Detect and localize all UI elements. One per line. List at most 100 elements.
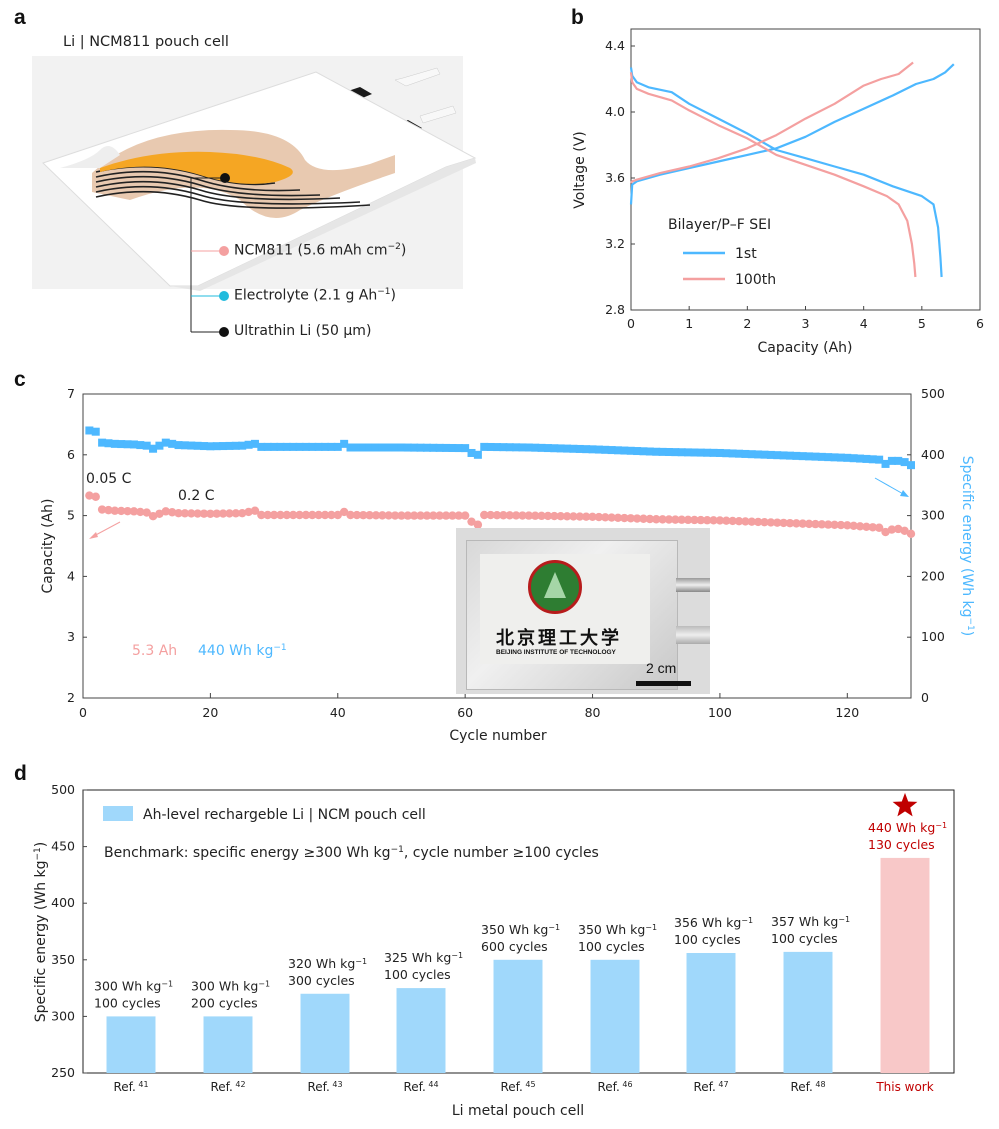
y-axis-ticks-d: 250 300 350 400 450 500 (51, 782, 87, 1080)
capacity-point (785, 518, 795, 528)
y2-axis-ticks-c: 0 100 200 300 400 500 (907, 386, 945, 705)
energy-point (493, 443, 501, 452)
pouch-cell-illustration (32, 56, 477, 337)
capacity-point (817, 520, 827, 529)
capacity-point (556, 512, 565, 521)
energy-point (575, 444, 584, 453)
bar-value-label: 350 Wh kg−1 (578, 922, 657, 937)
x-tick-label-b: 4 (860, 316, 868, 331)
bar-value-label: 356 Wh kg−1 (674, 915, 753, 930)
energy-point (887, 456, 896, 465)
capacity-point (492, 510, 502, 520)
capacity-point (900, 526, 909, 535)
energy-point (219, 442, 228, 451)
energy-point (270, 442, 279, 451)
energy-point (614, 446, 623, 455)
capacity-point (390, 511, 400, 520)
energy-point (645, 447, 654, 456)
capacity-point (664, 515, 674, 524)
energy-point (537, 443, 546, 452)
energy-point (295, 442, 304, 451)
energy-point (785, 451, 794, 460)
capacity-point (244, 507, 253, 517)
energy-point (588, 445, 597, 454)
capacity-point (849, 521, 858, 531)
energy-point (824, 453, 833, 462)
y-tick-label-c: 7 (67, 386, 75, 401)
callout-tail: ) (400, 242, 407, 259)
energy-point (276, 442, 285, 451)
x-axis-labels-d: Ref. 41 Ref. 42 Ref. 43 Ref. 44 Ref. 45 Ref. … (113, 1080, 933, 1095)
energy-point (98, 438, 107, 447)
capacity-point (550, 511, 559, 521)
bar-value-label: 440 Wh kg−1 (868, 820, 947, 835)
capacity-point (117, 506, 126, 516)
energy-point (633, 447, 642, 456)
legend-swatch-d (103, 806, 133, 821)
energy-point (550, 444, 559, 453)
capacity-point (855, 522, 865, 531)
bar-cycles-label: 100 cycles (578, 939, 645, 954)
y2-tick-label-c: 100 (921, 629, 945, 644)
annotation-02c: 0.2 C (178, 488, 215, 504)
capacity-point (747, 517, 756, 526)
capacity-point (511, 511, 521, 520)
energy-point (703, 448, 712, 457)
bar-cycles-label: 100 cycles (94, 995, 161, 1010)
capacity-point (906, 529, 916, 539)
capacity-point (308, 510, 317, 520)
capacity-point (225, 509, 234, 518)
energy-point (556, 444, 565, 453)
pouch-edge (170, 158, 476, 291)
capacity-point (155, 509, 164, 518)
energy-point (480, 442, 489, 451)
panel-a: Li | NCM811 pouch cell (0, 0, 560, 360)
y-tick-label-b: 2.8 (605, 302, 625, 317)
energy-point (250, 439, 259, 448)
energy-point (569, 444, 578, 453)
capacity-point (658, 515, 667, 524)
x-category-label: Ref. 46 (597, 1080, 632, 1095)
capacity-point (359, 510, 368, 520)
y-tick-label-c: 2 (67, 690, 75, 705)
capacity-point (843, 521, 852, 530)
scale-bar (636, 681, 691, 686)
y-axis-title-c: Capacity (Ah) (40, 498, 56, 593)
energy-point (875, 455, 884, 464)
y2-tick-label-c: 500 (921, 386, 945, 401)
callout-dot-li (219, 327, 229, 337)
capacity-point (187, 509, 196, 518)
capacity-point (645, 514, 655, 524)
energy-point (830, 453, 839, 462)
energy-point (754, 450, 763, 459)
energy-point (416, 443, 425, 452)
x-tick-label-c: 120 (835, 705, 859, 720)
panel-letter-c: c (14, 368, 26, 391)
energy-point (263, 442, 272, 451)
x-axis-title-c: Cycle number (449, 728, 547, 744)
energy-point (671, 448, 680, 457)
y-tick-label-d: 450 (51, 839, 75, 854)
bar-cycles-label: 300 cycles (288, 973, 355, 988)
bar-cycles-label: 200 cycles (191, 995, 258, 1010)
energy-point (91, 427, 100, 436)
bar-this-work (880, 857, 930, 1073)
x-tick-label-c: 40 (330, 705, 346, 720)
capacity-point (894, 524, 903, 534)
legend-label-d: Ah-level rechargeble Li | NCM pouch cell (143, 807, 426, 823)
capacity-point (460, 511, 470, 520)
energy-point (715, 448, 724, 457)
annotation-energy-sup: −1 (273, 643, 286, 653)
capacity-point (753, 517, 763, 527)
y-tick-label-c: 5 (67, 508, 75, 523)
x-tick-label-c: 20 (202, 705, 218, 720)
series-lines-b (629, 61, 955, 278)
capacity-point (741, 517, 750, 526)
capacity-point (339, 507, 349, 517)
capacity-point (167, 508, 177, 517)
bar-cycles-label: 600 cycles (481, 939, 548, 954)
energy-point (512, 443, 521, 452)
energy-point (486, 442, 495, 451)
capacity-point (652, 515, 661, 524)
capacity-point (104, 505, 113, 515)
